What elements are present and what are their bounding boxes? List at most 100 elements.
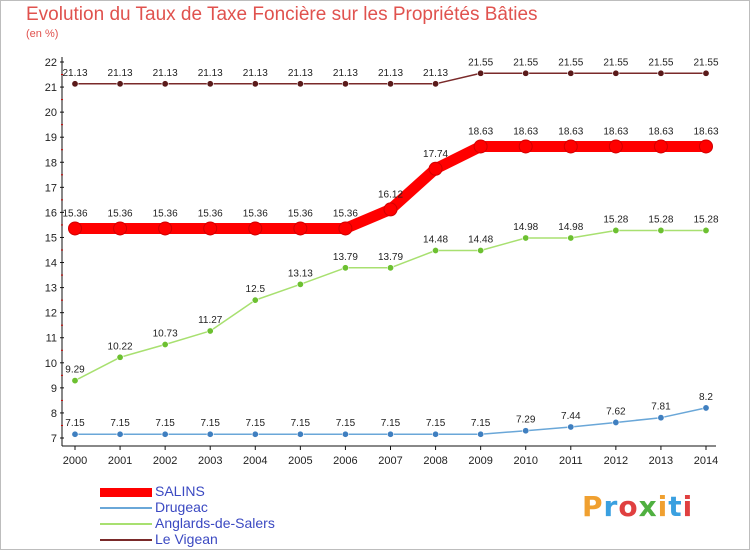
data-label-0: 18.63 <box>648 126 673 137</box>
x-tick-label: 2007 <box>378 455 402 467</box>
data-label-1: 7.81 <box>651 402 671 413</box>
data-label-0: 18.63 <box>603 126 628 137</box>
x-tick-label: 2014 <box>694 455 718 467</box>
data-label-1: 7.15 <box>246 418 266 429</box>
y-tick-label: 21 <box>45 82 57 94</box>
series-point-2 <box>567 234 575 242</box>
x-tick-label: 2008 <box>423 455 447 467</box>
data-label-2: 15.28 <box>603 214 628 225</box>
series-point-2 <box>657 226 665 234</box>
legend-swatch <box>100 539 152 541</box>
data-label-3: 21.55 <box>468 57 493 68</box>
data-label-3: 21.55 <box>693 57 718 68</box>
proxiti-logo: Proxiti <box>582 490 693 523</box>
series-point-0 <box>248 221 263 236</box>
y-tick-label: 10 <box>45 358 57 370</box>
series-point-2 <box>477 247 485 255</box>
legend-swatch <box>100 523 152 525</box>
data-label-1: 7.15 <box>65 418 85 429</box>
series-point-2 <box>251 296 259 304</box>
series-point-1 <box>386 430 394 438</box>
data-label-2: 13.79 <box>378 252 403 263</box>
data-label-2: 15.28 <box>648 214 673 225</box>
legend-label: Le Vigean <box>155 531 218 547</box>
chart-title: Evolution du Taux de Taxe Foncière sur l… <box>26 4 538 25</box>
series-point-1 <box>477 430 485 438</box>
data-label-0: 15.36 <box>333 208 358 219</box>
data-label-1: 7.15 <box>336 418 356 429</box>
y-tick-label: 9 <box>51 383 57 395</box>
chart-legend: SALINS Drugeac Anglards-de-Salers Le Vig… <box>100 483 320 548</box>
x-tick-label: 2009 <box>468 455 492 467</box>
x-tick-label: 2001 <box>108 455 132 467</box>
data-label-0: 15.36 <box>108 208 133 219</box>
series-point-1 <box>432 430 440 438</box>
series-point-2 <box>71 377 79 385</box>
series-point-3 <box>116 80 124 88</box>
series-point-0 <box>293 221 308 236</box>
data-label-3: 21.13 <box>108 68 133 79</box>
logo-letter: x <box>638 490 658 523</box>
data-label-1: 7.15 <box>471 418 491 429</box>
data-label-3: 21.55 <box>603 57 628 68</box>
data-label-0: 15.36 <box>243 208 268 219</box>
data-label-0: 18.63 <box>693 126 718 137</box>
series-point-0 <box>383 202 398 217</box>
data-label-2: 10.73 <box>153 329 178 340</box>
y-tick-label: 8 <box>51 408 57 420</box>
data-label-3: 21.13 <box>288 68 313 79</box>
data-label-0: 15.36 <box>198 208 223 219</box>
chart-series <box>68 69 713 438</box>
data-label-3: 21.13 <box>62 68 87 79</box>
x-tick-label: 2000 <box>63 455 87 467</box>
data-label-3: 21.55 <box>648 57 673 68</box>
series-point-2 <box>432 247 440 255</box>
data-label-2: 15.28 <box>693 214 718 225</box>
data-label-1: 7.15 <box>200 418 220 429</box>
data-label-1: 7.44 <box>561 411 581 422</box>
series-point-3 <box>251 80 259 88</box>
legend-label: SALINS <box>155 483 205 499</box>
series-point-1 <box>251 430 259 438</box>
logo-letter: P <box>582 490 604 523</box>
series-point-2 <box>341 264 349 272</box>
data-label-0: 18.63 <box>468 126 493 137</box>
legend-label: Anglards-de-Salers <box>155 515 275 531</box>
data-label-2: 10.22 <box>108 341 133 352</box>
series-point-3 <box>161 80 169 88</box>
series-point-3 <box>522 69 530 77</box>
x-tick-label: 2011 <box>559 455 583 467</box>
legend-swatch <box>100 507 152 509</box>
legend-item: Drugeac <box>100 499 320 516</box>
legend-item: Anglards-de-Salers <box>100 515 320 532</box>
series-point-0 <box>338 221 353 236</box>
data-label-2: 13.79 <box>333 252 358 263</box>
y-tick-label: 16 <box>45 207 57 219</box>
y-tick-label: 17 <box>45 182 57 194</box>
data-label-1: 7.15 <box>381 418 401 429</box>
series-point-0 <box>653 139 668 154</box>
series-point-3 <box>206 80 214 88</box>
series-point-1 <box>161 430 169 438</box>
data-label-0: 15.36 <box>288 208 313 219</box>
series-point-3 <box>477 69 485 77</box>
y-tick-label: 11 <box>46 333 57 345</box>
series-point-0 <box>608 139 623 154</box>
x-tick-label: 2013 <box>649 455 673 467</box>
data-label-1: 7.15 <box>291 418 311 429</box>
series-point-1 <box>116 430 124 438</box>
series-point-1 <box>612 418 620 426</box>
data-label-3: 21.13 <box>423 68 448 79</box>
y-tick-label: 7 <box>51 433 57 445</box>
data-label-3: 21.13 <box>243 68 268 79</box>
series-point-1 <box>341 430 349 438</box>
y-tick-label: 18 <box>45 157 57 169</box>
series-point-2 <box>522 234 530 242</box>
series-point-3 <box>702 69 710 77</box>
legend-swatch <box>100 487 152 497</box>
legend-label: Drugeac <box>155 499 208 515</box>
logo-letter: r <box>603 490 619 523</box>
data-label-2: 14.98 <box>513 222 538 233</box>
data-label-1: 7.62 <box>606 406 626 417</box>
